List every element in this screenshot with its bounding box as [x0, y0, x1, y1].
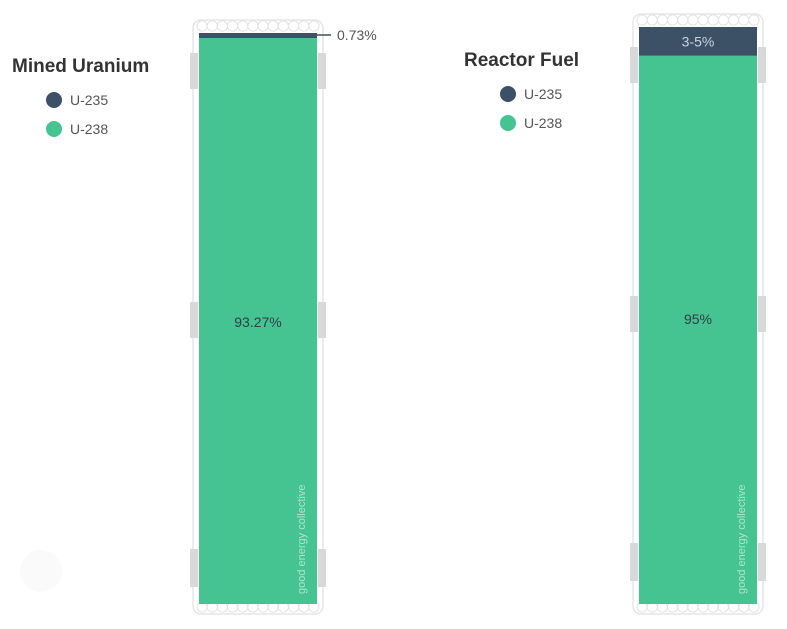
reactor-fuel-rod-cap: [697, 14, 709, 26]
mined-uranium-rod-cap: [247, 20, 259, 32]
mined-uranium-rod-cap: [267, 20, 279, 32]
mined-uranium-bar-u235: [199, 33, 317, 38]
reactor-fuel-rod-cap: [717, 14, 730, 26]
mined-uranium-rod-cap: [298, 20, 310, 32]
legend-item-u238: U-238: [500, 108, 562, 137]
mined-uranium-rod-cap: [277, 20, 289, 32]
legend-swatch-u235: [46, 91, 62, 108]
reactor-fuel-rod-clip: [630, 296, 638, 332]
reactor-fuel-rod-cap: [738, 14, 750, 26]
legend-swatch-u238: [46, 120, 62, 137]
mined-uranium-rod-clip: [190, 302, 198, 338]
reactor-fuel-rod-cap: [677, 14, 689, 26]
reactor-fuel-bar-u235: [639, 27, 757, 56]
mined-uranium-rod-clip: [190, 53, 198, 89]
mined-uranium-label-u235: 0.73%: [337, 27, 377, 43]
legend-label-u238: U-238: [70, 120, 109, 137]
mined-uranium-rod-clip: [318, 549, 326, 587]
reactor-fuel-watermark: good energy collective: [736, 485, 748, 594]
legend-label-u238: U-238: [524, 114, 563, 131]
legend-item-u235: U-235: [500, 79, 562, 108]
legend-label-u235: U-235: [524, 85, 563, 102]
mined-uranium-rod-cap: [308, 20, 320, 32]
legend-swatch-u235: [500, 85, 516, 102]
reactor-fuel-label-u238: 95%: [684, 311, 712, 327]
reactor-fuel-rod-clip: [758, 296, 766, 332]
reactor-fuel-rod-clip: [630, 47, 638, 83]
reactor-fuel-rod-clip: [630, 543, 638, 581]
reactor-fuel-rod-cap: [748, 14, 760, 26]
reactor-fuel-rod-cap: [646, 14, 658, 26]
mined-uranium-rod-cap: [288, 20, 300, 32]
reactor-fuel-rod-clip: [758, 543, 766, 581]
mined-uranium-legend: U-235 U-238: [46, 85, 108, 143]
mined-uranium-watermark: good energy collective: [296, 485, 308, 594]
legend-item-u235: U-235: [46, 85, 108, 114]
mined-uranium-bar-u238: [199, 38, 317, 604]
reactor-fuel-rod-cap: [667, 14, 679, 26]
mined-uranium-rod-clip: [190, 549, 198, 587]
reactor-fuel-rod-cap: [687, 14, 699, 26]
mined-uranium-label-u238: 93.27%: [234, 314, 281, 330]
reactor-fuel-rod-cap: [707, 14, 719, 26]
mined-uranium-rod-clip: [318, 302, 326, 338]
reactor-fuel-rod-clip: [758, 47, 766, 83]
decorative-circle: [20, 550, 62, 592]
legend-label-u235: U-235: [70, 91, 109, 108]
legend-item-u238: U-238: [46, 114, 108, 143]
reactor-fuel-rod-cap: [728, 14, 740, 26]
reactor-fuel-legend: U-235 U-238: [500, 79, 562, 137]
legend-swatch-u238: [500, 114, 516, 131]
mined-uranium-rod-clip: [318, 53, 326, 89]
mined-uranium-title: Mined Uranium: [12, 56, 150, 77]
reactor-fuel-bar-u238: [639, 55, 757, 605]
reactor-fuel-title: Reactor Fuel: [464, 50, 580, 71]
mined-uranium-rod-cap: [237, 20, 249, 32]
mined-uranium-rod-cap: [227, 20, 239, 32]
reactor-fuel-rod-cap: [636, 14, 648, 26]
mined-uranium-rod-cap: [196, 20, 208, 32]
reactor-fuel-rod-cap: [656, 14, 669, 26]
mined-uranium-rod-cap: [216, 20, 229, 32]
reactor-fuel-label-u235: 3-5%: [682, 33, 715, 49]
mined-uranium-rod-cap: [206, 20, 218, 32]
mined-uranium-rod-cap: [257, 20, 269, 32]
